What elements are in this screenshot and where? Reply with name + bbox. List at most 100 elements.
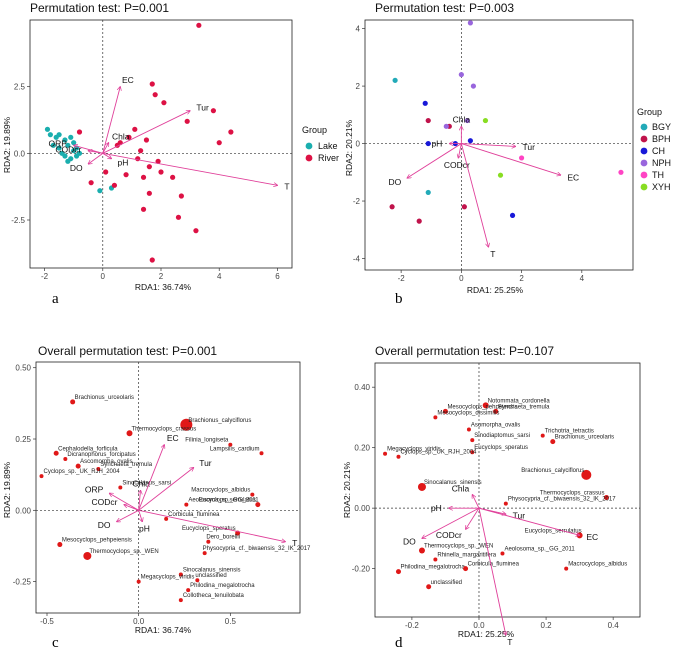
panel-c-xlabel: RDA1: 36.74% bbox=[135, 625, 192, 635]
species-point bbox=[186, 588, 191, 593]
sample-point-nph bbox=[470, 83, 477, 89]
species-point bbox=[63, 456, 68, 461]
env-arrow-label: CODcr bbox=[436, 530, 462, 540]
env-arrow-do bbox=[422, 507, 480, 538]
species-point bbox=[581, 469, 592, 480]
species-point bbox=[39, 474, 44, 479]
species-label: Sinodiaptomus_sarsi bbox=[474, 433, 530, 439]
env-arrow-label: Chla bbox=[452, 483, 470, 493]
env-arrow-chla bbox=[102, 143, 109, 154]
env-arrow-do bbox=[88, 152, 104, 164]
sample-point-river bbox=[103, 169, 109, 175]
y-tick-label: -2.5 bbox=[11, 216, 25, 225]
species-label: Eucyclops_serrulatus bbox=[199, 498, 256, 504]
env-arrow-ph bbox=[102, 152, 112, 158]
panel-b-legend-title: Group bbox=[637, 107, 662, 117]
species-label: Macrocyclops_albidus bbox=[191, 488, 250, 494]
panel-b-ylabel: RDA2: 20.21% bbox=[344, 119, 354, 176]
panel-a-title: Permutation test: P=0.001 bbox=[30, 1, 169, 15]
panel-b-label: b bbox=[395, 291, 403, 307]
species-label: Philodina_megalotrocha bbox=[400, 565, 465, 571]
species-label: Cephalodella_forficula bbox=[58, 446, 118, 452]
sample-point-th bbox=[518, 155, 525, 161]
env-arrow-ec bbox=[478, 507, 580, 535]
sample-point-river bbox=[170, 174, 176, 180]
plot-frame bbox=[35, 361, 301, 614]
env-arrow-chla bbox=[472, 495, 480, 509]
sample-point-river bbox=[76, 129, 83, 135]
species-point bbox=[503, 501, 508, 506]
species-point bbox=[433, 557, 438, 562]
sample-point-river bbox=[210, 108, 216, 114]
species-label: Thermocyclops_crassus bbox=[540, 491, 605, 497]
species-point bbox=[70, 399, 76, 405]
sample-point-river bbox=[216, 140, 222, 146]
sample-point-ch bbox=[467, 138, 473, 144]
sample-point-nph bbox=[458, 71, 464, 78]
x-tick-label: 0.0 bbox=[473, 621, 485, 630]
sample-point-river bbox=[161, 100, 167, 106]
x-tick-label: -0.2 bbox=[405, 621, 419, 630]
y-tick-label: 2 bbox=[356, 82, 361, 91]
species-label: Eucyclops_serrulatus bbox=[525, 528, 582, 534]
species-label: Collotheca_tenuilobata bbox=[183, 593, 245, 599]
species-point bbox=[383, 451, 388, 456]
species-point bbox=[417, 482, 426, 491]
env-arrow-chla bbox=[139, 490, 141, 511]
env-arrow-label: DO bbox=[70, 163, 83, 173]
species-point bbox=[180, 418, 193, 431]
sample-point-nph bbox=[467, 20, 473, 26]
sample-point-bph bbox=[425, 117, 431, 124]
env-arrow-t bbox=[478, 508, 506, 635]
env-arrow-label: pH bbox=[117, 157, 128, 167]
sample-point-lake bbox=[53, 134, 59, 140]
sample-point-river bbox=[196, 22, 202, 28]
species-label: Philodina_megalotrocha bbox=[190, 583, 255, 589]
sample-point-lake bbox=[56, 145, 62, 151]
sample-point-river bbox=[149, 257, 155, 263]
species-point bbox=[426, 584, 432, 590]
sample-point-ch bbox=[509, 212, 516, 219]
species-point bbox=[75, 463, 81, 469]
species-label: Mesocyclops_pehpeiensis bbox=[447, 404, 517, 410]
panel-d-label: d bbox=[395, 635, 403, 651]
species-label: unclassified bbox=[431, 580, 462, 586]
env-arrow-label: ORP bbox=[85, 485, 104, 495]
sample-point-river bbox=[88, 180, 94, 186]
species-point bbox=[395, 569, 401, 575]
species-label: Dero_borellii bbox=[206, 535, 240, 541]
x-tick-label: 0 bbox=[459, 274, 464, 283]
panel-d-plot: -0.2 0.0 0.2 0.4 -0.20 0.00 0.20 0.40 Notommata_… bbox=[352, 362, 641, 647]
species-point bbox=[57, 542, 63, 548]
species-label: Sinocalanus_sinensis bbox=[183, 567, 241, 573]
legend-label-nph: NPH bbox=[652, 158, 671, 168]
species-point bbox=[96, 466, 101, 471]
y-tick-label: 0.00 bbox=[354, 504, 370, 513]
env-arrow-label: Tur bbox=[199, 458, 212, 468]
panel-a-legend-title: Group bbox=[302, 125, 327, 135]
sample-point-river bbox=[111, 182, 118, 188]
y-tick-label: 0.20 bbox=[354, 444, 370, 453]
species-label: Mesocyclops_dissimilis bbox=[437, 410, 499, 416]
sample-point-bgy bbox=[425, 189, 431, 196]
species-point bbox=[442, 408, 448, 414]
sample-point-ch bbox=[425, 140, 431, 147]
sample-point-river bbox=[184, 118, 190, 124]
env-arrow-label: EC bbox=[586, 532, 598, 542]
x-tick-label: 0.2 bbox=[541, 621, 553, 630]
species-point bbox=[463, 566, 469, 572]
sample-point-river bbox=[140, 174, 147, 180]
sample-point-xyh bbox=[497, 172, 504, 178]
panel-d-ylabel: RDA2: 20.21% bbox=[342, 461, 352, 518]
species-point bbox=[202, 551, 207, 556]
species-point bbox=[53, 450, 59, 456]
sample-point-bph bbox=[461, 204, 467, 210]
plot-frame bbox=[364, 19, 634, 271]
y-tick-label: -0.20 bbox=[352, 565, 371, 574]
species-label: Physocypria_cf._biwaensis_32_IK_2017 bbox=[508, 497, 616, 503]
species-point bbox=[396, 454, 401, 459]
y-tick-label: 0.25 bbox=[15, 435, 31, 444]
env-arrow-tur bbox=[461, 143, 515, 147]
species-point bbox=[550, 439, 556, 445]
